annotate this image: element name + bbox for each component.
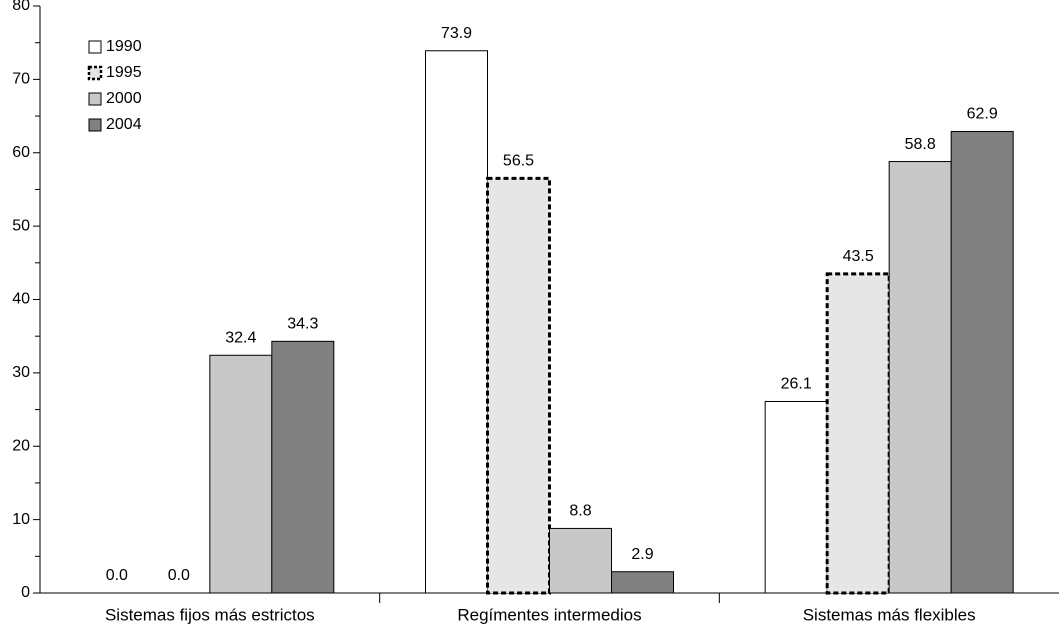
value-label: 0.0 <box>106 567 128 584</box>
legend-swatch <box>88 40 102 54</box>
bar <box>271 340 335 594</box>
y-tick-label: 40 <box>12 291 30 308</box>
value-label: 62.9 <box>967 106 998 123</box>
legend-swatch <box>88 118 102 132</box>
bar <box>888 161 952 594</box>
value-label: 0.0 <box>168 567 190 584</box>
legend-label: 2000 <box>106 90 142 107</box>
value-label: 2.9 <box>631 546 653 563</box>
x-tick-label: Sistemas más flexibles <box>803 605 976 624</box>
y-tick-label: 30 <box>12 364 30 381</box>
y-tick-label: 0 <box>21 584 30 601</box>
bar <box>825 272 891 595</box>
y-tick-label: 50 <box>12 217 30 234</box>
value-label: 58.8 <box>905 136 936 153</box>
bar <box>425 50 488 594</box>
bar <box>486 176 551 595</box>
y-tick-label: 60 <box>12 144 30 161</box>
value-label: 56.5 <box>503 153 534 170</box>
legend-label: 1990 <box>106 38 142 55</box>
bar <box>764 400 828 594</box>
bar <box>950 130 1014 594</box>
x-tick-label: Regímentes intermedios <box>457 605 641 624</box>
bar <box>209 354 273 594</box>
bar <box>611 571 674 594</box>
value-label: 32.4 <box>225 329 256 346</box>
value-label: 26.1 <box>781 376 812 393</box>
legend-swatch <box>88 92 102 106</box>
legend-label: 1995 <box>106 64 142 81</box>
y-tick-label: 70 <box>12 71 30 88</box>
y-tick-label: 10 <box>12 511 30 528</box>
legend-label: 2004 <box>106 116 142 133</box>
value-label: 8.8 <box>569 503 591 520</box>
x-tick-label: Sistemas fijos más estrictos <box>105 605 315 624</box>
legend-swatch <box>87 65 103 81</box>
value-label: 43.5 <box>843 248 874 265</box>
value-label: 34.3 <box>287 316 318 333</box>
value-label: 73.9 <box>441 25 472 42</box>
y-tick-label: 20 <box>12 437 30 454</box>
y-tick-label: 80 <box>12 0 30 14</box>
bar <box>549 527 612 594</box>
